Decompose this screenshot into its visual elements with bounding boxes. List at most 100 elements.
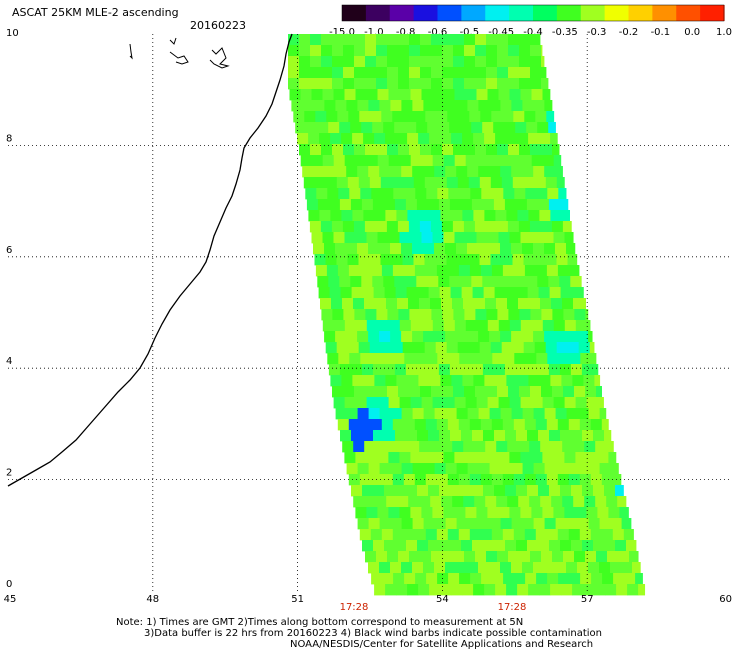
swath-cell [344, 155, 357, 167]
swath-cell [605, 584, 617, 596]
swath-cell [409, 67, 421, 79]
swath-cell [483, 540, 495, 552]
swath-cell [590, 529, 603, 541]
swath-cell [604, 430, 612, 442]
swath-cell [425, 265, 438, 277]
swath-cell [632, 562, 641, 574]
swath-cell [542, 397, 554, 409]
swath-cell [610, 562, 622, 574]
swath-cell [465, 232, 477, 244]
swath-cell [588, 463, 600, 475]
swath-cell [539, 375, 551, 387]
swath-cell [428, 430, 440, 442]
swath-cell [441, 441, 453, 453]
swath-cell [429, 375, 441, 387]
swath-cell [469, 265, 482, 277]
swath-cell [561, 210, 570, 222]
swath-cell [564, 507, 576, 519]
swath-cell [570, 364, 583, 376]
swath-cell [379, 100, 391, 112]
swath-cell [557, 265, 570, 277]
swath-cell [375, 441, 387, 453]
swath-cell [537, 122, 549, 134]
swath-cell [479, 254, 491, 266]
swath-cell [542, 320, 555, 332]
swath-cell [566, 518, 578, 530]
swath-cell [606, 441, 614, 453]
swath-cell [427, 364, 440, 376]
swath-cell [493, 122, 505, 134]
swath-cell [376, 56, 388, 68]
swath-cell [493, 276, 505, 288]
swath-cell [366, 155, 379, 167]
swath-cell [514, 353, 526, 365]
swath-cell [501, 254, 513, 266]
swath-cell [430, 441, 442, 453]
swath-cell [497, 386, 509, 398]
swath-cell [464, 78, 476, 90]
swath-cell [582, 540, 594, 552]
swath-cell [440, 375, 452, 387]
swath-cell [405, 276, 417, 288]
swath-cell [366, 397, 378, 409]
map-title: ASCAT 25KM MLE-2 ascending [12, 6, 179, 19]
swath-cell [547, 188, 559, 200]
swath-cell [404, 353, 416, 365]
swath-cell [363, 210, 375, 222]
swath-cell [397, 298, 409, 310]
swath-cell [522, 100, 534, 112]
swath-cell [465, 507, 477, 519]
swath-cell [420, 386, 432, 398]
swath-cell [321, 34, 333, 46]
swath-cell [461, 540, 473, 552]
swath-cell [487, 507, 499, 519]
swath-cell [421, 232, 433, 244]
swath-cell [335, 331, 347, 343]
swath-cell [457, 177, 470, 189]
swath-cell [322, 232, 334, 244]
swath-cell [498, 452, 510, 464]
swath-cell [562, 221, 572, 233]
swath-cell [366, 507, 378, 519]
swath-cell [489, 463, 501, 475]
swath-cell [553, 320, 566, 332]
swath-cell [332, 34, 344, 46]
swath-cell [424, 254, 436, 266]
swath-cell [526, 199, 539, 211]
swath-cell [468, 254, 480, 266]
swath-cell [428, 540, 440, 552]
colorbar-segment [604, 5, 630, 21]
swath-cell [541, 309, 553, 321]
colorbar-segment [389, 5, 415, 21]
swath-cell [385, 584, 397, 596]
swath-cell [508, 309, 520, 321]
swath-cell [369, 342, 382, 354]
swath-cell [594, 584, 606, 596]
swath-cell [362, 485, 374, 497]
swath-cell [414, 111, 426, 123]
swath-cell [474, 496, 486, 508]
swath-cell [338, 188, 350, 200]
swath-cell [513, 474, 526, 486]
swath-cell [523, 342, 536, 354]
swath-cell [414, 265, 427, 277]
swath-cell [447, 111, 459, 123]
swath-cell [391, 177, 404, 189]
swath-cell [571, 540, 583, 552]
swath-cell [445, 331, 457, 343]
swath-cell [332, 144, 344, 156]
swath-cell [338, 353, 350, 365]
swath-cell [473, 584, 485, 596]
swath-cell [346, 166, 358, 178]
swath-cell [527, 287, 539, 299]
swath-cell [445, 518, 457, 530]
swath-cell [571, 287, 583, 299]
swath-cell [534, 342, 547, 354]
swath-cell [549, 430, 561, 442]
swath-cell [437, 188, 449, 200]
swath-cell [343, 309, 355, 321]
swath-cell [474, 441, 486, 453]
swath-cell [558, 353, 570, 365]
swath-cell [325, 342, 338, 354]
